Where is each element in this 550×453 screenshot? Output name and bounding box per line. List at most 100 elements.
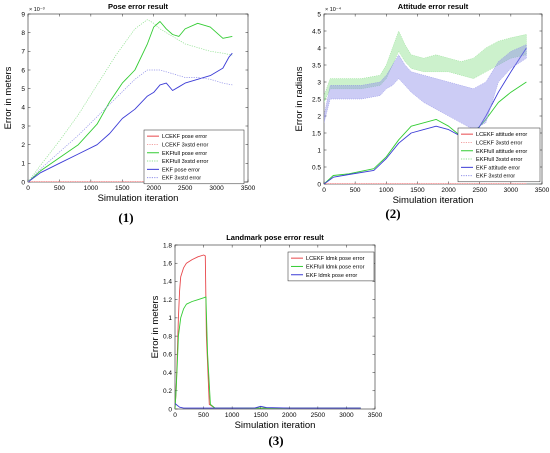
series-line: [28, 69, 233, 182]
series-line: [28, 19, 233, 182]
y-tick-label: 1: [168, 315, 172, 322]
x-tick-label: 3000: [504, 187, 519, 194]
y-tick-label: 0: [168, 406, 172, 413]
y-tick-label: 0: [21, 179, 25, 186]
legend-label: LCEKF pose error: [162, 134, 207, 140]
legend-label: LCEKF 3xstd error: [162, 142, 208, 148]
y-tick-label: 2.5: [312, 96, 321, 103]
y-tick-label: 5: [21, 86, 25, 93]
legend-label: EKF ldmk pose error: [306, 273, 357, 279]
y-tick-label: 1.4: [163, 279, 172, 286]
chart-2: 0 500 1000 1500 2000 2500 3000 3500 0 0.5 1 1.5 2 2.5…: [294, 2, 550, 206]
legend-label: EKFfull pose error: [162, 151, 207, 157]
series-line: [175, 403, 361, 409]
chart-title: Pose error result: [108, 2, 169, 11]
x-tick-label: 2500: [472, 187, 487, 194]
y-tick-label: 8: [21, 30, 25, 37]
legend-label: EKFfull ldmk pose error: [306, 264, 365, 270]
plot-area: [324, 30, 527, 184]
y-tick-label: 9: [21, 11, 25, 18]
x-tick-label: 1500: [115, 185, 130, 192]
y-tick-label: 2: [317, 113, 321, 120]
legend-label: EKFfull attitude error: [476, 149, 527, 155]
y-tick-label: 4: [21, 105, 25, 112]
x-tick-label: 2500: [178, 185, 193, 192]
series-line: [175, 254, 361, 409]
y-tick-label: 1.5: [312, 130, 321, 137]
x-tick-label: 1500: [253, 412, 268, 419]
legend-label: LCEKF ldmk pose error: [306, 256, 365, 262]
x-tick-label: 1000: [379, 187, 394, 194]
series-line: [175, 296, 361, 409]
y-tick-label: 3: [317, 79, 321, 86]
y-tick-label: 0.5: [312, 164, 321, 171]
y-tick-label: 0.2: [163, 388, 172, 395]
y-axis-label: Error in meters: [150, 295, 161, 358]
chart-1: 0 500 1000 1500 2000 2500 3000 3500 0 1 2 3 4 5 6 7 8 9 × …: [3, 2, 256, 204]
chart-title: Attitude error result: [398, 2, 469, 11]
chart-3: 0 500 1000 1500 2000 2500 3000 3500 0 0.2 0.4 0.6 0.…: [150, 233, 383, 431]
x-tick-label: 3500: [368, 412, 383, 419]
x-tick-label: 2000: [441, 187, 456, 194]
plot-area: [175, 254, 361, 409]
x-tick-label: 2000: [146, 185, 161, 192]
y-tick-label: 3: [21, 123, 25, 130]
y-tick-label: 0: [317, 181, 321, 188]
x-tick-label: 1500: [410, 187, 425, 194]
y-tick-label: 3.5: [312, 62, 321, 69]
legend-label: EKF pose error: [162, 167, 200, 173]
x-axis-label: Simulation iteration: [98, 193, 179, 204]
y-tick-label: 2: [21, 142, 25, 149]
y-tick-label: 1: [21, 161, 25, 168]
y-tick-label: 1.6: [163, 261, 172, 268]
y-tick-label: 0.4: [163, 370, 172, 377]
x-tick-label: 1000: [225, 412, 240, 419]
y-tick-label: 1.2: [163, 297, 172, 304]
y-tick-label: 1: [317, 147, 321, 154]
x-tick-label: 3500: [535, 187, 550, 194]
x-tick-label: 2000: [282, 412, 297, 419]
plot-area: [28, 19, 233, 182]
legend-label: EKF attitude error: [476, 165, 520, 171]
series-line: [28, 21, 233, 182]
y-tick-label: 4: [317, 45, 321, 52]
legend-label: EKF 3xstd error: [476, 174, 515, 180]
x-tick-label: 0: [173, 412, 177, 419]
y-axis-label: Error in meters: [3, 66, 14, 129]
x-tick-label: 3500: [241, 185, 256, 192]
legend-box: [143, 129, 245, 185]
y-tick-label: 7: [21, 49, 25, 56]
x-tick-label: 2500: [311, 412, 326, 419]
legend-label: LCEKF 3xstd error: [476, 140, 522, 146]
y-tick-label: 4.5: [312, 28, 321, 35]
y-exponent-label: × 10⁻⁴: [325, 6, 342, 13]
legend-label: LCEKF attitude error: [476, 132, 527, 138]
caption-3: (3): [268, 433, 284, 448]
y-tick-label: 5: [317, 11, 321, 18]
y-axis-label: Error in radians: [294, 66, 305, 131]
x-tick-label: 500: [54, 185, 65, 192]
legend-label: EKFfull 3xstd error: [162, 159, 208, 165]
series-band: [324, 44, 527, 130]
series-line: [324, 47, 527, 184]
chart-title: Landmark pose error result: [226, 233, 324, 242]
series-line: [324, 81, 527, 184]
x-tick-label: 1000: [84, 185, 99, 192]
legend-box: [457, 127, 541, 183]
y-tick-label: 1.8: [163, 242, 172, 249]
series-line: [28, 52, 233, 182]
caption-1: (1): [118, 210, 134, 225]
x-tick-label: 0: [322, 187, 326, 194]
x-tick-label: 3000: [339, 412, 354, 419]
caption-2: (2): [385, 206, 401, 221]
y-exponent-label: × 10⁻³: [29, 7, 45, 13]
x-axis-label: Simulation iteration: [235, 420, 316, 431]
y-tick-label: 0.8: [163, 333, 172, 340]
series-band: [324, 30, 527, 103]
legend-label: EKFfull 3xstd error: [476, 157, 522, 163]
legend-label: EKF 3xstd error: [162, 176, 201, 182]
x-tick-label: 500: [198, 412, 209, 419]
x-tick-label: 500: [350, 187, 361, 194]
x-tick-label: 3000: [209, 185, 224, 192]
